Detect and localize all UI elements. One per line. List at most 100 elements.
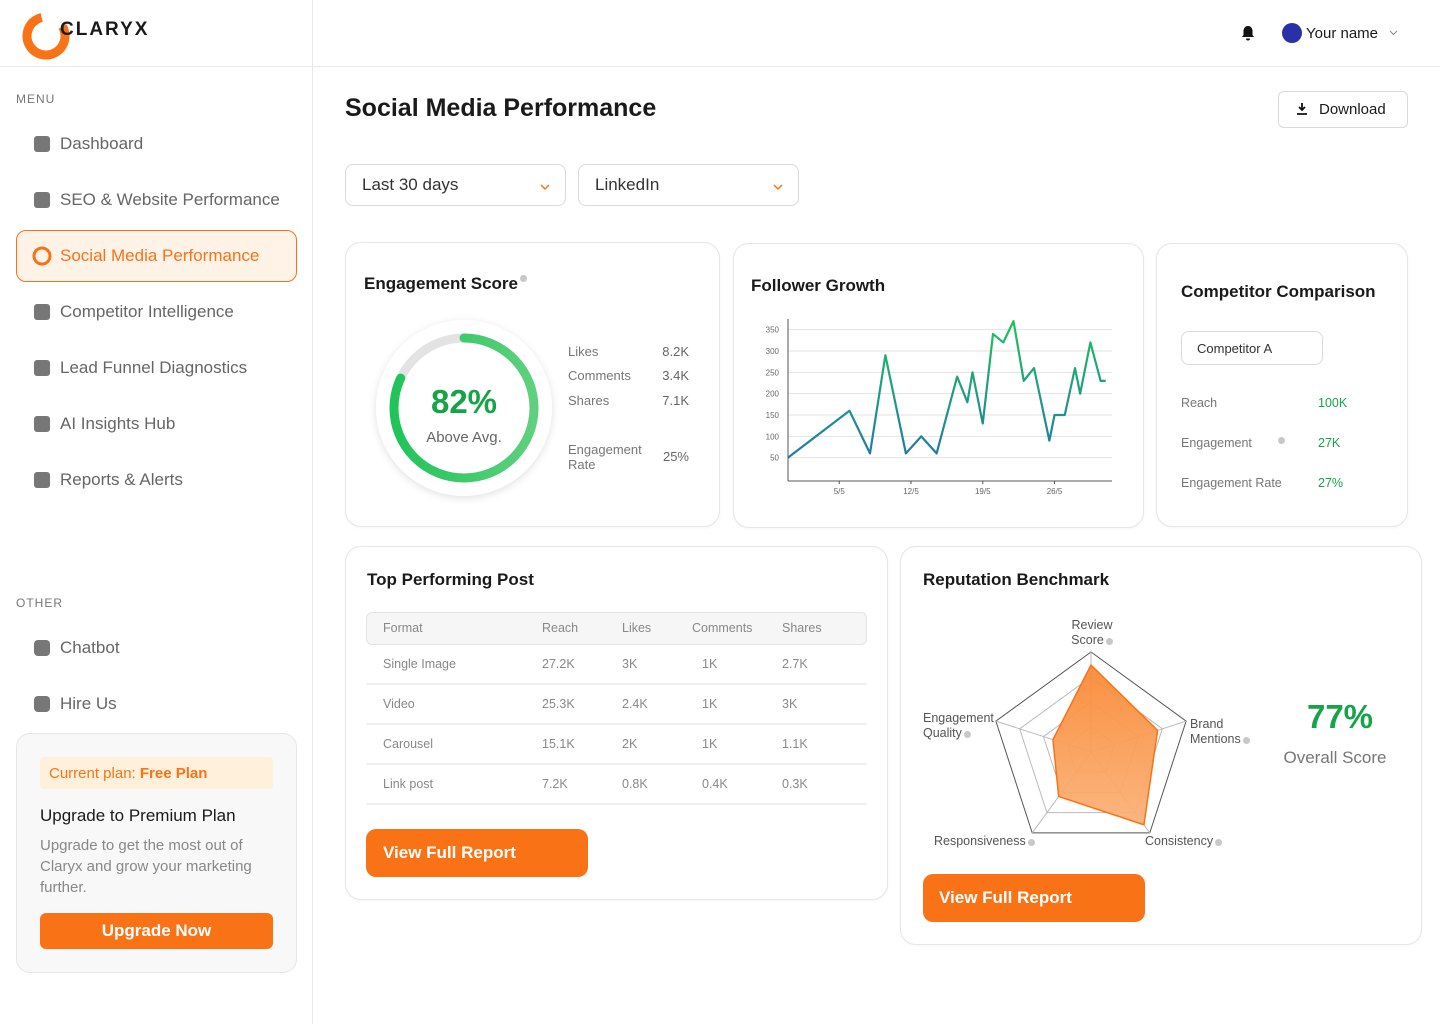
brand: CLARYX [60, 19, 150, 40]
user-name[interactable]: Your name [1306, 25, 1378, 42]
menu-item[interactable]: AI Insights Hub [60, 414, 176, 433]
date-filter[interactable]: Last 30 days [345, 164, 566, 206]
bell-shape [1242, 26, 1254, 41]
logo-icon [22, 12, 70, 60]
score-status: Above Avg. [426, 429, 502, 446]
help-icon [1027, 839, 1035, 846]
table-cell: 3K [782, 697, 798, 711]
stat-label: Comments [568, 368, 631, 383]
table-cell: 27.2K [542, 657, 575, 671]
overall-score: 77% [1306, 698, 1374, 735]
menu-item[interactable]: SEO & Website Performance [60, 190, 280, 209]
upgrade-button[interactable]: Upgrade Now [40, 913, 273, 949]
menu-item[interactable]: Hire Us [60, 694, 117, 713]
card-title: Follower Growth [751, 276, 886, 295]
help-icon [520, 275, 527, 282]
metric-value: 27K [1318, 436, 1341, 450]
button-text: View Full Report [939, 888, 1072, 907]
stat-label: Likes [568, 344, 599, 359]
help-icon [963, 731, 971, 738]
help-icon [1215, 839, 1223, 846]
report-button[interactable]: View Full Report [923, 874, 1145, 922]
table-cell: 1K [702, 657, 718, 671]
menu-item[interactable]: Chatbot [60, 638, 120, 657]
active-item-bg [16, 230, 297, 282]
table-cell: 1.1K [782, 737, 808, 751]
table-cell: Video [383, 697, 415, 711]
score-value: 82% [430, 383, 498, 420]
plan-pill: Current plan: Free Plan [40, 757, 273, 789]
metric-label: Engagement [1181, 437, 1285, 450]
table-cell: 2K [622, 737, 638, 751]
stat-value: 8.2K [662, 344, 689, 359]
select-text: Competitor A [1197, 340, 1273, 356]
platform-filter[interactable]: LinkedIn [578, 164, 799, 206]
metric-label: Reach [1181, 396, 1218, 410]
table-header [366, 612, 867, 645]
table-cell: 1K [702, 697, 718, 711]
plan-title: Upgrade to Premium Plan [40, 806, 236, 825]
table-cell: 3K [622, 657, 638, 671]
axis-text: Responsiveness [934, 834, 1026, 848]
radar-axis-label: Consistency [1145, 834, 1235, 849]
plan-text: Upgrade to get the most out of Claryx an… [40, 837, 252, 896]
stat-value: 7.1K [662, 393, 689, 408]
table-cell: 0.4K [702, 777, 728, 791]
header-divider [0, 66, 1440, 67]
table-cell: 0.3K [782, 777, 808, 791]
filter-text: Last 30 days [362, 175, 459, 194]
table-cell: Carousel [383, 737, 434, 751]
logo-core [38, 28, 54, 44]
table-cell: 2.4K [622, 697, 648, 711]
user-chevron [1389, 30, 1398, 36]
card-title: Reputation Benchmark [923, 570, 1110, 589]
table-cell: 15.1K [542, 737, 575, 751]
avatar[interactable] [1282, 23, 1302, 43]
column-header: Reach [542, 621, 579, 635]
card-title: Engagement Score [364, 275, 527, 292]
menu-item[interactable]: Dashboard [60, 134, 144, 153]
radar-axis-label: Brand Mentions [1190, 717, 1254, 747]
help-icon [1105, 638, 1113, 645]
card-title: Competitor Comparison [1181, 282, 1376, 301]
metric-value: 27% [1318, 476, 1344, 490]
table-cell: 2.7K [782, 657, 808, 671]
logo-ring [22, 12, 70, 60]
page-title: Social Media Performance [345, 94, 657, 122]
button-text: View Full Report [383, 843, 516, 862]
menu-item[interactable]: Social Media Performance [60, 246, 260, 265]
plan-label: Current plan: [49, 765, 136, 782]
help-icon [1242, 737, 1250, 744]
overall-label: Overall Score [1283, 748, 1387, 767]
card-title: Top Performing Post [367, 570, 534, 589]
filter-text: LinkedIn [595, 175, 660, 194]
menu-item[interactable]: Competitor Intelligence [60, 302, 234, 321]
chevron [1389, 30, 1398, 36]
metric-label: Engagement Rate [1181, 476, 1282, 490]
axis-text: Review Score [1071, 618, 1113, 647]
radar-axis-label: Review Score [1070, 618, 1114, 648]
sidebar [0, 0, 313, 1024]
stat-label: Engagement Rate [568, 442, 642, 472]
radar-axis-label: Responsiveness [934, 834, 1044, 849]
menu-item[interactable]: Reports & Alerts [60, 470, 183, 489]
bell-icon [1242, 26, 1254, 41]
competitor-select[interactable]: Competitor A [1181, 331, 1323, 365]
radar-axis-label: Engagement Quality [923, 711, 1005, 741]
stat-value: 3.4K [662, 368, 689, 383]
metric-value: 100K [1318, 396, 1348, 410]
table-cell: 0.8K [622, 777, 648, 791]
download-label: Download [1319, 101, 1386, 118]
report-button[interactable]: View Full Report [366, 829, 588, 877]
column-header: Format [383, 621, 423, 635]
table-cell: 7.2K [542, 777, 568, 791]
stat-label: Shares [568, 393, 610, 408]
download-glyph [1297, 103, 1307, 115]
stat-value: 25% [662, 449, 689, 464]
table-cell: 25.3K [542, 697, 575, 711]
table-cell: 1K [702, 737, 718, 751]
menu-item[interactable]: Lead Funnel Diagnostics [60, 358, 248, 377]
plan-current: Free Plan [139, 765, 208, 782]
axis-text: Brand Mentions [1190, 717, 1241, 746]
